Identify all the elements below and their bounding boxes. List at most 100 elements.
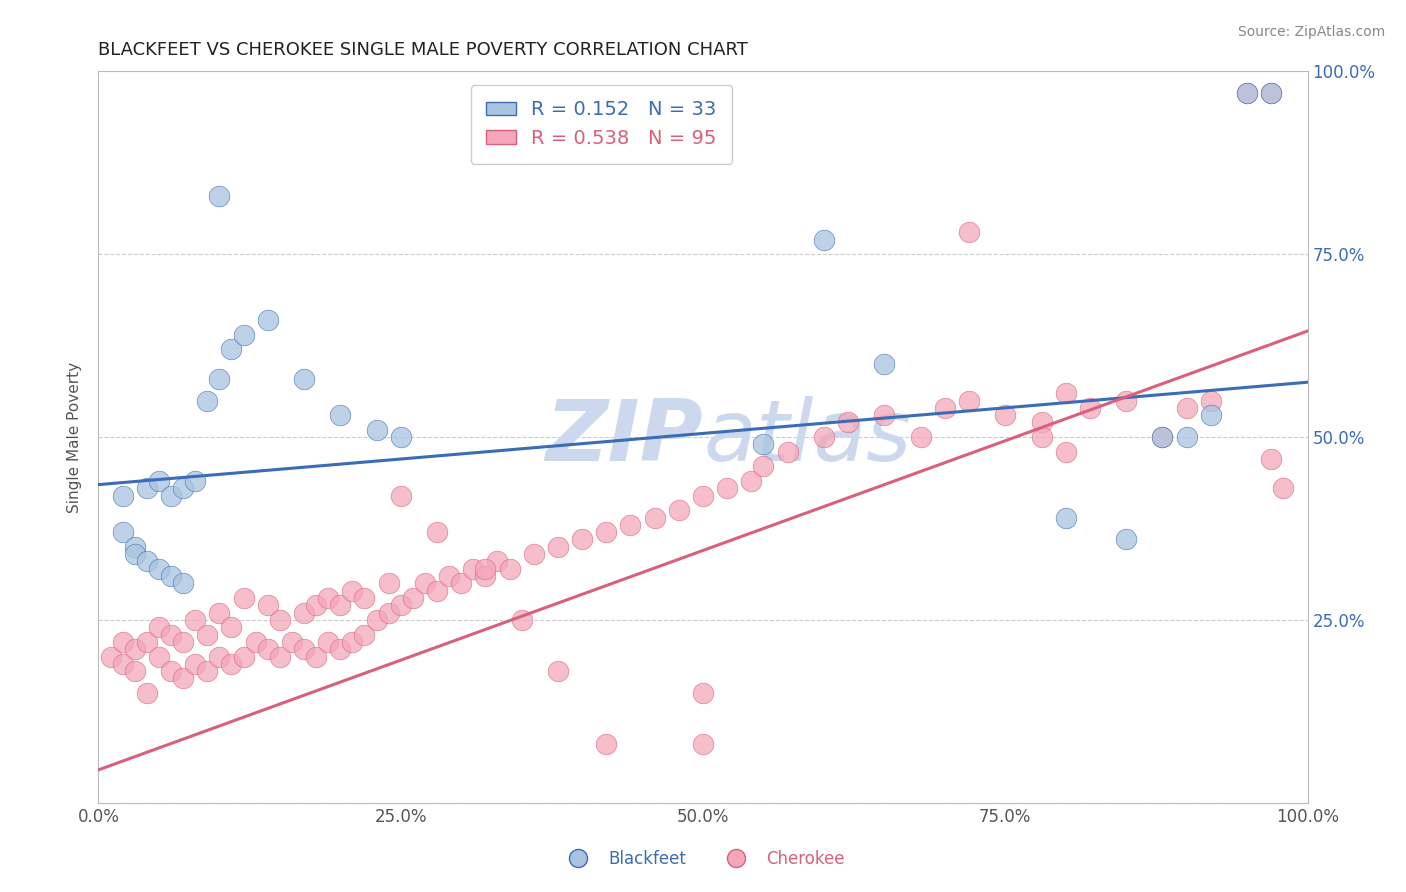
Point <box>1236 87 1258 101</box>
Point <box>329 642 352 657</box>
Text: Source: ZipAtlas.com: Source: ZipAtlas.com <box>1237 25 1385 39</box>
Point <box>716 481 738 495</box>
Point <box>1199 408 1222 422</box>
Point <box>571 533 593 547</box>
Point <box>1260 452 1282 467</box>
Point <box>873 357 896 371</box>
Point <box>100 649 122 664</box>
Point <box>353 627 375 641</box>
Point <box>1175 401 1198 415</box>
Point <box>292 371 315 385</box>
Point <box>305 649 328 664</box>
Point <box>160 627 183 641</box>
Point <box>377 606 399 620</box>
Y-axis label: Single Male Poverty: Single Male Poverty <box>67 361 83 513</box>
Point <box>316 591 339 605</box>
Text: atlas: atlas <box>703 395 911 479</box>
Point <box>692 737 714 751</box>
Point <box>366 613 388 627</box>
Point <box>135 481 157 495</box>
Point <box>256 599 278 613</box>
Point <box>389 489 412 503</box>
Point <box>644 510 666 524</box>
Point <box>172 672 194 686</box>
Point <box>256 642 278 657</box>
Point <box>547 664 569 678</box>
Point <box>994 408 1017 422</box>
Point <box>377 576 399 591</box>
Point <box>1054 386 1077 401</box>
Point <box>172 576 194 591</box>
Point <box>232 649 254 664</box>
Point <box>957 393 980 408</box>
Point <box>437 569 460 583</box>
Point <box>195 627 218 641</box>
Point <box>160 489 183 503</box>
Point <box>292 642 315 657</box>
Point <box>934 401 956 415</box>
Point <box>474 569 496 583</box>
Point <box>366 423 388 437</box>
Point <box>195 393 218 408</box>
Point <box>305 599 328 613</box>
Point <box>1078 401 1101 415</box>
Point <box>329 408 352 422</box>
Point <box>426 583 449 598</box>
Point <box>342 635 364 649</box>
Point <box>124 540 146 554</box>
Point <box>837 416 859 430</box>
Point <box>148 649 170 664</box>
Point <box>668 503 690 517</box>
Point <box>1260 87 1282 101</box>
Point <box>740 474 762 488</box>
Point <box>1115 393 1137 408</box>
Point <box>813 430 835 444</box>
Point <box>752 459 775 474</box>
Point <box>776 444 799 458</box>
Point <box>547 540 569 554</box>
Point <box>619 517 641 532</box>
Point <box>256 313 278 327</box>
Point <box>232 591 254 605</box>
Point <box>523 547 546 561</box>
Point <box>111 489 134 503</box>
Point <box>172 481 194 495</box>
Point <box>463 562 485 576</box>
Point <box>208 606 231 620</box>
Point <box>910 430 932 444</box>
Point <box>1115 533 1137 547</box>
Point <box>692 489 714 503</box>
Point <box>316 635 339 649</box>
Point <box>208 649 231 664</box>
Point <box>1260 87 1282 101</box>
Point <box>172 635 194 649</box>
Point <box>221 657 243 671</box>
Point <box>486 554 509 568</box>
Point <box>221 620 243 634</box>
Point <box>184 474 207 488</box>
Point <box>595 737 617 751</box>
Point <box>426 525 449 540</box>
Point <box>269 613 291 627</box>
Point <box>208 188 231 202</box>
Point <box>389 430 412 444</box>
Point <box>221 343 243 357</box>
Point <box>232 327 254 342</box>
Text: ZIP: ZIP <box>546 395 703 479</box>
Point <box>389 599 412 613</box>
Point <box>692 686 714 700</box>
Point <box>1272 481 1295 495</box>
Point <box>329 599 352 613</box>
Point <box>292 606 315 620</box>
Point <box>873 408 896 422</box>
Point <box>111 657 134 671</box>
Point <box>1031 430 1053 444</box>
Point <box>752 437 775 451</box>
Point <box>269 649 291 664</box>
Point <box>148 620 170 634</box>
Point <box>1054 444 1077 458</box>
Point <box>111 635 134 649</box>
Point <box>148 474 170 488</box>
Point <box>124 547 146 561</box>
Point <box>813 233 835 247</box>
